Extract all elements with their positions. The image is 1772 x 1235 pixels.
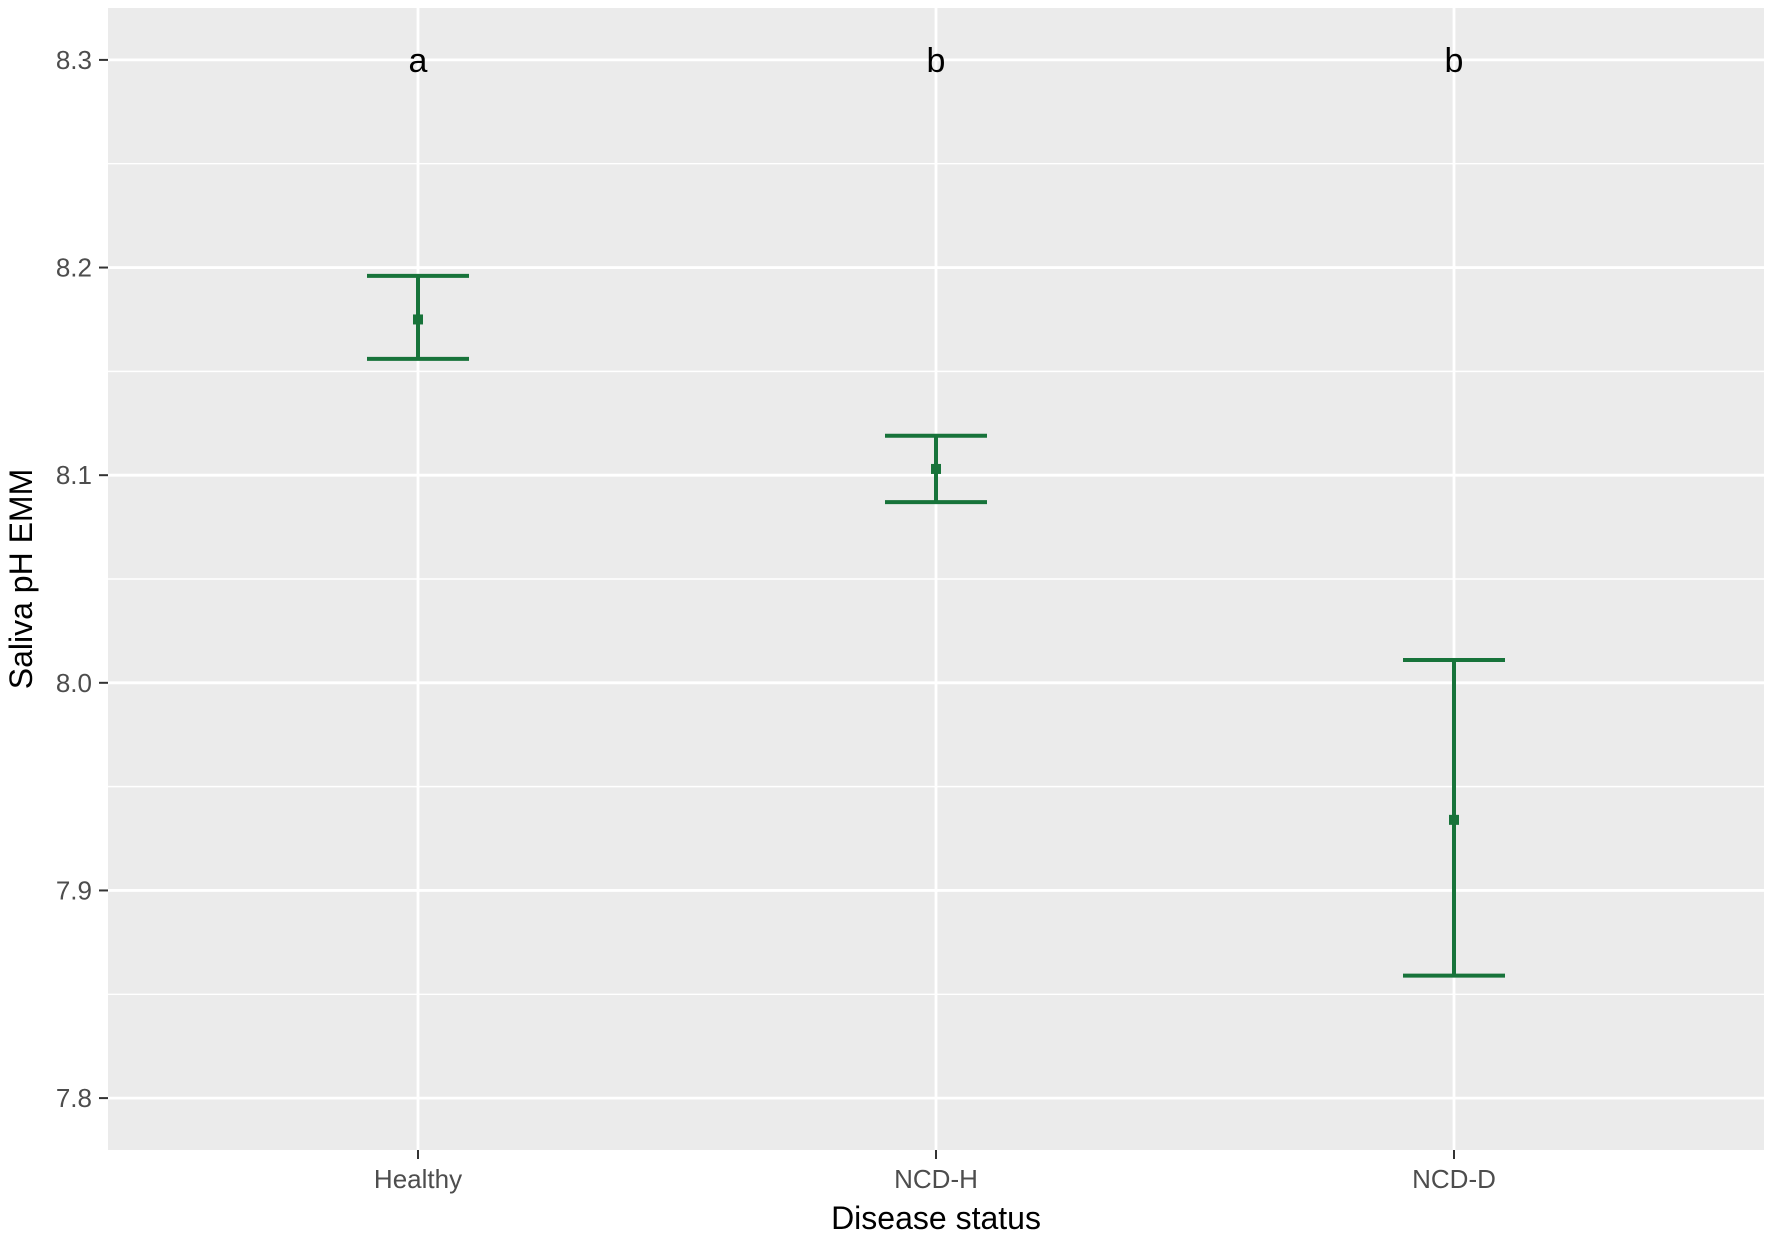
x-tick-label: NCD-D: [1412, 1164, 1496, 1194]
significance-letter: b: [927, 42, 946, 80]
y-tick-label: 8.3: [56, 45, 92, 75]
y-tick-label: 8.1: [56, 460, 92, 490]
emm-point: [1449, 814, 1459, 825]
y-tick-label: 7.8: [56, 1083, 92, 1113]
x-tick-label: NCD-H: [894, 1164, 978, 1194]
y-axis-title: Saliva pH EMM: [3, 469, 39, 690]
error-bars: [367, 273, 1505, 978]
x-tick-label: Healthy: [374, 1164, 462, 1194]
significance-letter: a: [409, 42, 428, 80]
major-gridlines: [108, 8, 1764, 1150]
emm-point: [413, 314, 423, 325]
significance-letter: b: [1445, 42, 1464, 80]
y-tick-label: 8.2: [56, 253, 92, 283]
x-axis: Healthy NCD-H NCD-D: [374, 1150, 1496, 1194]
emm-point: [931, 463, 941, 474]
y-tick-label: 7.9: [56, 875, 92, 905]
y-axis: 7.8 7.9 8.0 8.1 8.2 8.3: [56, 45, 108, 1113]
x-axis-title: Disease status: [831, 1200, 1041, 1235]
y-tick-label: 8.0: [56, 668, 92, 698]
